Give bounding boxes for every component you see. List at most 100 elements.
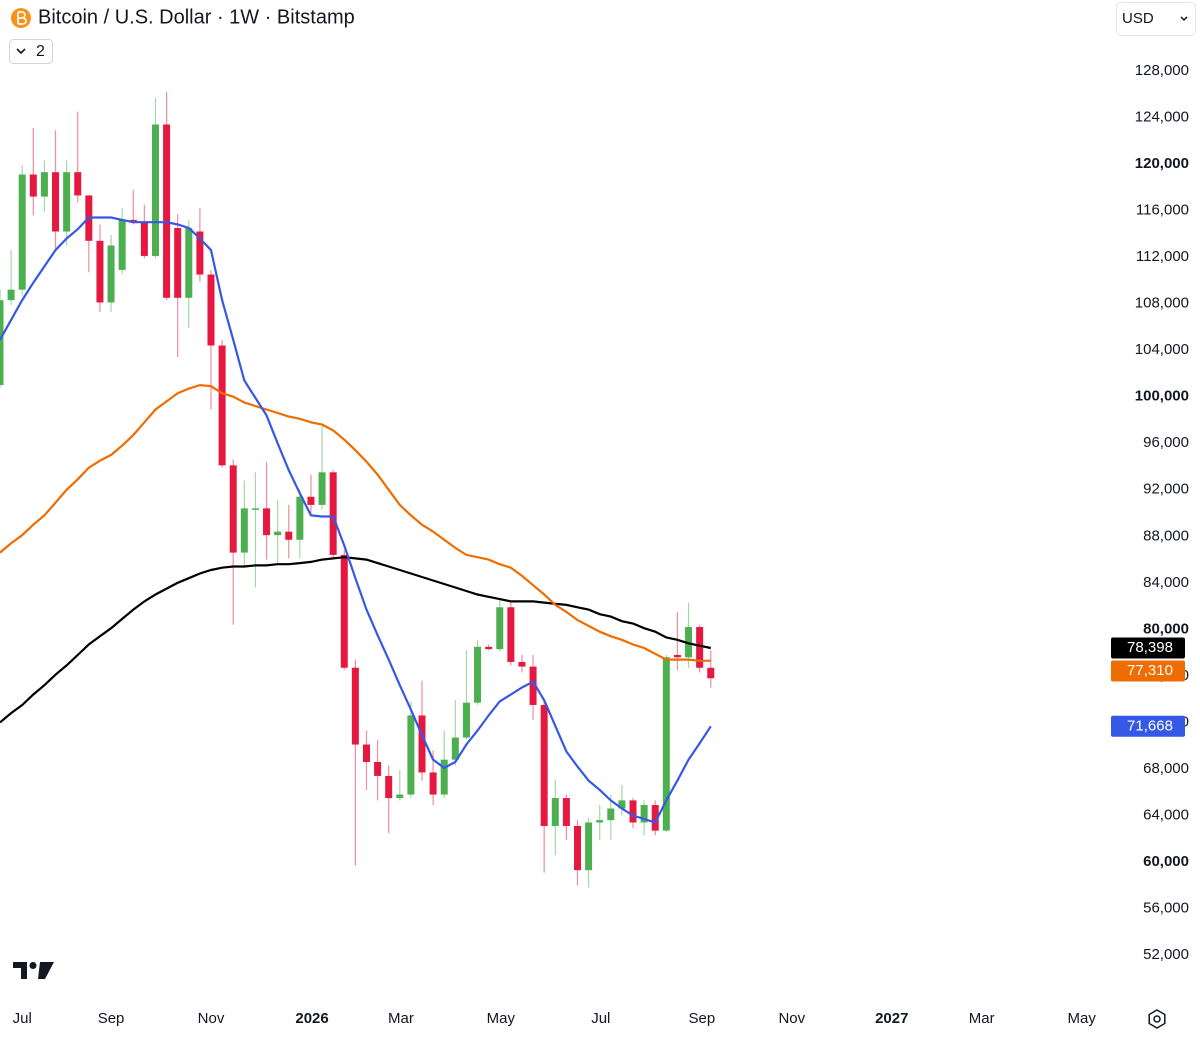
logo <box>13 962 54 979</box>
y-tick-label: 84,000 <box>1143 574 1189 591</box>
candle-body <box>296 496 304 540</box>
candle-body <box>196 231 204 275</box>
axes: 52,00056,00060,00064,00068,00072,00076,0… <box>13 62 1189 1027</box>
x-tick-label: Sep <box>98 1010 125 1027</box>
candle-body <box>18 174 26 290</box>
x-tick-label: May <box>487 1010 516 1027</box>
candle-body <box>562 798 570 826</box>
candle-body <box>163 124 171 298</box>
y-tick-label: 96,000 <box>1143 434 1189 451</box>
settings-icon[interactable] <box>1148 1009 1166 1029</box>
candle-body <box>429 772 437 795</box>
candle-body <box>307 496 315 505</box>
plot-area <box>0 91 715 888</box>
candle-body <box>318 472 326 505</box>
candle-body <box>385 775 393 799</box>
candle-body <box>0 300 4 386</box>
candle-body <box>207 274 215 346</box>
candle-body <box>596 820 604 823</box>
price-tag <box>1111 637 1185 659</box>
candle-body <box>263 508 271 536</box>
candle-body <box>662 657 670 831</box>
y-tick-label: 112,000 <box>1136 248 1189 265</box>
currency-label: USD <box>1122 10 1154 27</box>
candle-body <box>40 172 48 197</box>
candle-body <box>251 508 259 510</box>
candle-body <box>440 759 448 795</box>
y-tick-label: 56,000 <box>1143 900 1189 917</box>
candle-body <box>396 794 404 799</box>
candle-body <box>129 219 137 223</box>
x-tick-label: Jul <box>591 1010 610 1027</box>
y-tick-label: 60,000 <box>1143 853 1189 870</box>
candle-body <box>551 798 559 826</box>
candle-body <box>707 667 715 679</box>
y-tick-label: 100,000 <box>1135 388 1189 405</box>
candle-body <box>96 240 104 303</box>
candle-body <box>618 800 626 809</box>
candle-body <box>540 704 548 826</box>
candle-body <box>229 465 237 553</box>
candle-body <box>63 172 71 232</box>
currency-select[interactable] <box>1116 2 1196 36</box>
y-tick-label: 124,000 <box>1135 108 1189 125</box>
y-tick-label: 92,000 <box>1143 481 1189 498</box>
candle-body <box>418 715 426 773</box>
moving-average-line <box>0 556 712 724</box>
candle-body <box>573 825 581 871</box>
chevron-icon <box>16 48 26 55</box>
x-tick-label: Jul <box>13 1010 32 1027</box>
indicator-count: 2 <box>36 43 45 60</box>
candle-body <box>218 345 226 466</box>
x-tick-label: May <box>1068 1010 1097 1027</box>
bitcoin-glyph <box>17 11 27 25</box>
indicator-toggle[interactable] <box>9 39 53 64</box>
chevron-icon <box>1180 16 1188 22</box>
y-tick-label: 88,000 <box>1143 527 1189 544</box>
candle-body <box>629 800 637 823</box>
y-tick-label: 52,000 <box>1143 946 1189 963</box>
candle-body <box>274 531 282 536</box>
candle-body <box>174 228 182 298</box>
x-tick-label: Nov <box>198 1010 225 1027</box>
candle-body <box>451 737 459 760</box>
candle-body <box>118 219 126 270</box>
x-tick-label: Sep <box>689 1010 716 1027</box>
price-tag-label: 71,668 <box>1127 717 1173 734</box>
y-tick-label: 68,000 <box>1143 760 1189 777</box>
candle-body <box>673 654 681 658</box>
y-tick-label: 104,000 <box>1135 341 1189 358</box>
candle-body <box>107 245 115 303</box>
candle-body <box>29 174 37 197</box>
candle-body <box>7 289 15 301</box>
candle-body <box>240 508 248 553</box>
candle-body <box>74 172 82 196</box>
y-tick-label: 120,000 <box>1135 155 1189 172</box>
moving-average-line <box>0 216 712 824</box>
price-tag <box>1111 715 1185 737</box>
y-tick-label: 108,000 <box>1135 295 1189 312</box>
candle-body <box>52 172 60 232</box>
x-tick-label: 2026 <box>295 1010 328 1027</box>
candle-body <box>140 222 148 256</box>
price-tag-label: 77,310 <box>1127 662 1173 679</box>
candle-body <box>529 666 537 705</box>
candle-body <box>151 124 159 256</box>
chart-title: Bitcoin / U.S. Dollar · 1W · Bitstamp <box>38 6 355 28</box>
candle-body <box>607 808 615 821</box>
candle-body <box>474 646 482 703</box>
x-tick-label: Mar <box>388 1010 414 1027</box>
candle-body <box>329 472 337 555</box>
moving-average-line <box>0 383 711 662</box>
candle-body <box>585 822 593 871</box>
candle-body <box>485 646 493 650</box>
candle-body <box>407 715 415 795</box>
candle-body <box>362 744 370 762</box>
y-tick-label: 128,000 <box>1135 62 1189 79</box>
candle-body <box>285 531 293 540</box>
candle-body <box>351 667 359 745</box>
candle-body <box>696 627 704 668</box>
y-tick-label: 64,000 <box>1143 806 1189 823</box>
